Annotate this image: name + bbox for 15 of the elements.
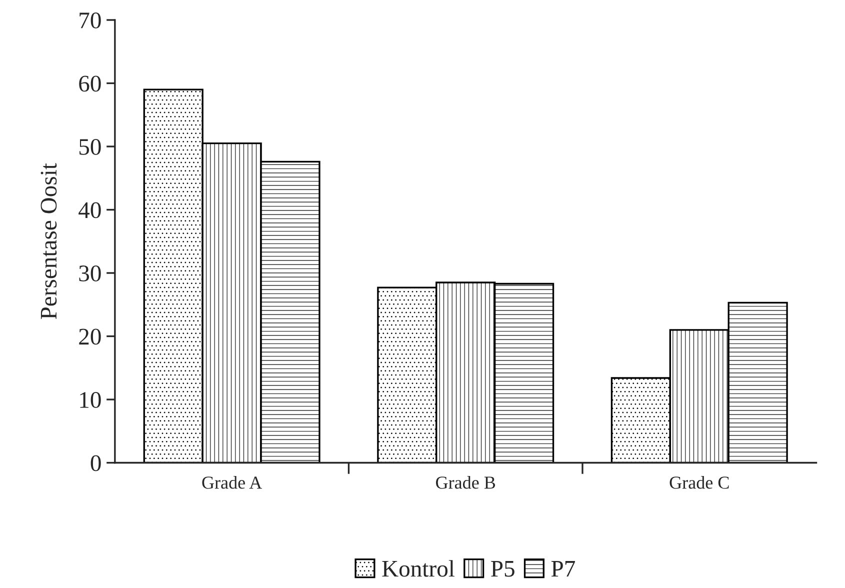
- y-tick-label: 70: [80, 12, 101, 28]
- y-tick-label: 30: [79, 265, 101, 282]
- x-tick-label: Grade C: [670, 476, 729, 489]
- legend-label: Kontrol: [382, 560, 454, 577]
- y-tick-label: 40: [78, 202, 101, 218]
- x-tick-label: Grade B: [436, 476, 496, 489]
- legend-label: P7: [551, 561, 575, 577]
- y-tick-label: 50: [79, 138, 101, 155]
- y-tick-label: 0: [90, 455, 101, 472]
- y-tick-label: 20: [79, 328, 101, 345]
- legend-label: P5: [491, 561, 514, 577]
- y-tick-label: 10: [80, 392, 101, 408]
- y-axis-title: Persentase Oosit: [40, 163, 57, 320]
- x-tick-label: Grade A: [202, 476, 262, 489]
- y-tick-label: 60: [79, 76, 101, 92]
